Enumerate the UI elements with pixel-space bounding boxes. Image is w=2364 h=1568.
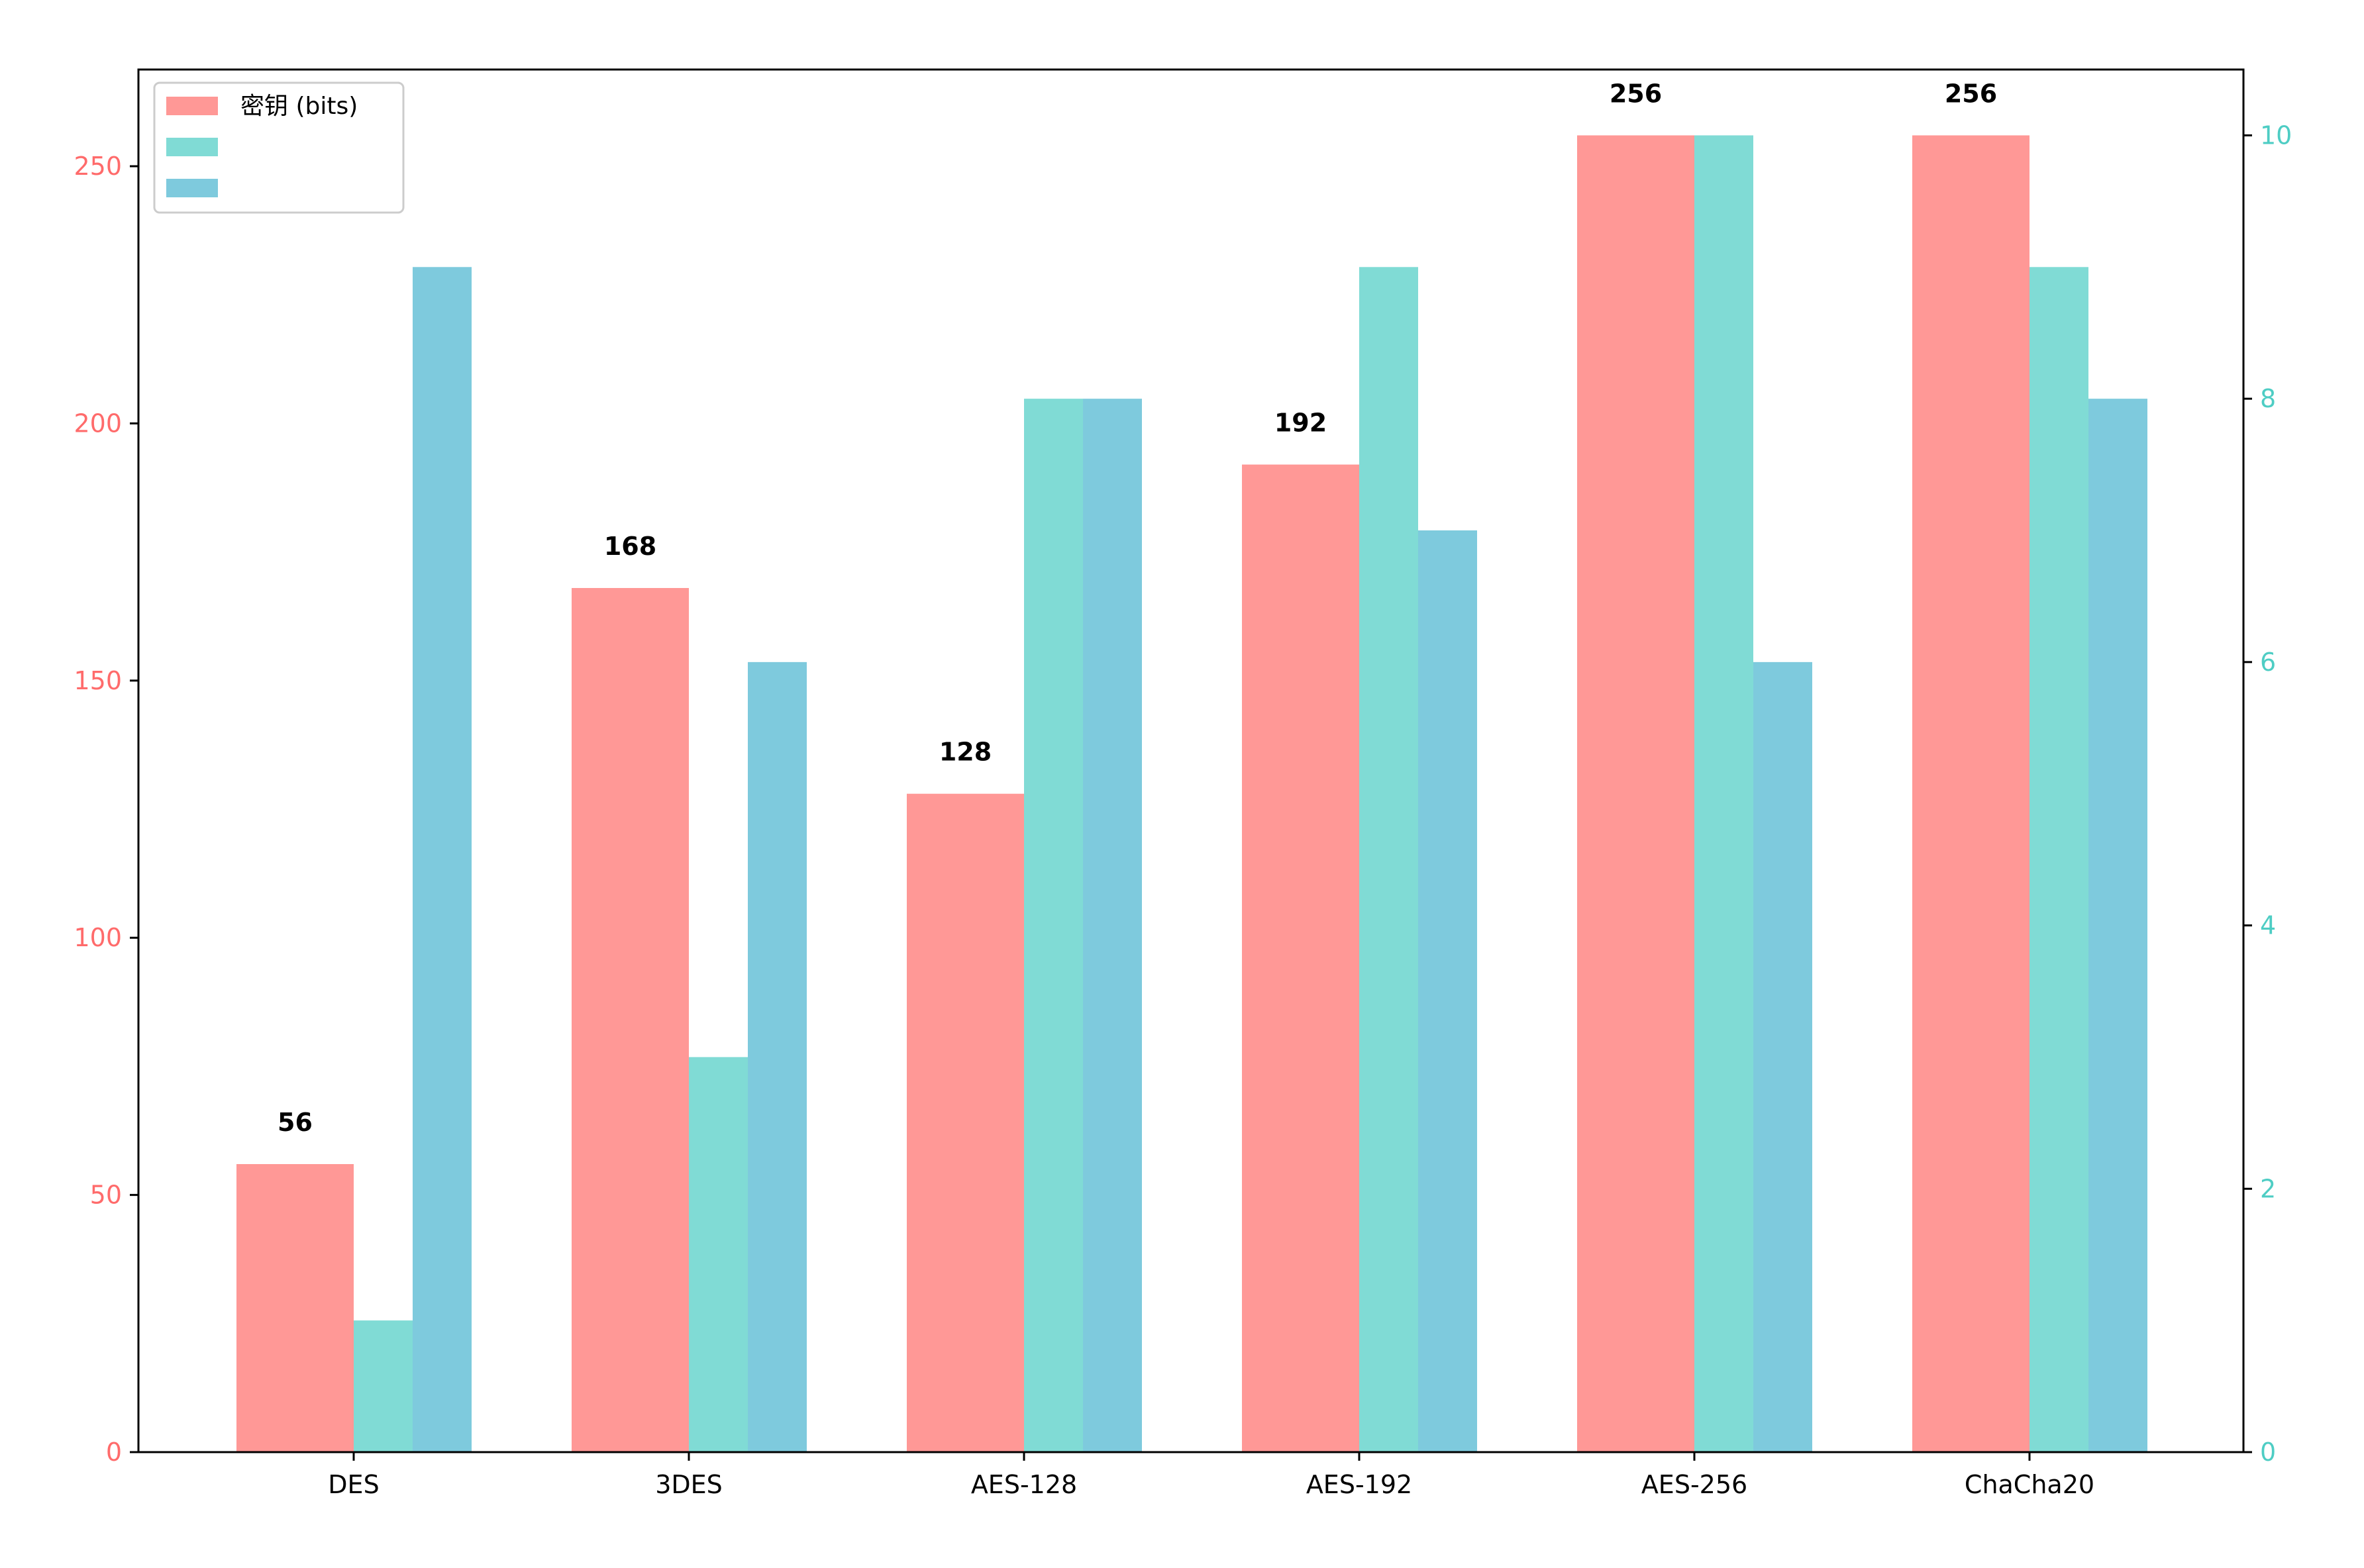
y-left-tick-label: 100 <box>74 923 122 952</box>
bar-series1-3des <box>572 588 689 1452</box>
bar-series2-des <box>354 1320 413 1452</box>
data-labels-layer: 56 168 128 192 256 256 <box>278 79 1997 1137</box>
bar-series3-3des <box>748 662 807 1452</box>
legend-swatch-series2 <box>166 138 218 156</box>
bar-series2-aes-192 <box>1359 267 1418 1453</box>
y-left-tick-label: 150 <box>74 666 122 695</box>
legend-swatch-series1 <box>166 97 218 115</box>
bar-series2-aes-128 <box>1024 399 1083 1453</box>
data-label-3des: 168 <box>604 532 656 561</box>
data-label-aes-256: 256 <box>1610 79 1662 108</box>
bar-series3-aes-128 <box>1083 399 1142 1453</box>
bar-series3-des <box>413 267 472 1453</box>
bars-layer <box>236 135 2147 1453</box>
y-left-tick-label: 50 <box>90 1181 122 1210</box>
legend-swatch-series3 <box>166 179 218 197</box>
y-right-tick-label: 10 <box>2260 121 2292 150</box>
x-tick-label-des: DES <box>328 1470 379 1499</box>
y-right-tick-label: 2 <box>2260 1174 2276 1203</box>
bar-series2-aes-256 <box>1694 135 1753 1452</box>
bar-series1-chacha20 <box>1912 135 2030 1452</box>
plot-frame <box>137 68 2245 1453</box>
data-label-chacha20: 256 <box>1945 79 1997 108</box>
x-tick-label-aes-256: AES-256 <box>1641 1470 1747 1499</box>
bar-series3-aes-256 <box>1753 662 1812 1452</box>
legend-label-series1: 密钥 (bits) <box>240 93 358 120</box>
data-label-aes-192: 192 <box>1274 409 1327 438</box>
y-right-tick-label: 8 <box>2260 384 2276 413</box>
bar-series1-aes-256 <box>1577 135 1694 1452</box>
y-right-tick-label: 0 <box>2260 1438 2276 1467</box>
bar-series1-aes-192 <box>1242 464 1359 1452</box>
data-label-aes-128: 128 <box>939 738 992 767</box>
y-left-tick-label: 200 <box>74 409 122 438</box>
y-right-tick-label: 6 <box>2260 648 2276 677</box>
x-tick-label-3des: 3DES <box>655 1470 723 1499</box>
y-left-tick-label: 250 <box>74 152 122 181</box>
bar-series1-des <box>236 1164 354 1452</box>
x-tick-label-chacha20: ChaCha20 <box>1965 1470 2094 1499</box>
bar-series2-3des <box>689 1057 748 1452</box>
bar-series3-chacha20 <box>2088 399 2147 1453</box>
y-left-tick-label: 0 <box>106 1438 122 1467</box>
y-right-tick-label: 4 <box>2260 911 2276 940</box>
x-tick-label-aes-192: AES-192 <box>1306 1470 1412 1499</box>
bar-series2-chacha20 <box>2030 267 2088 1453</box>
legend: 密钥 (bits) <box>153 81 405 214</box>
bar-series1-aes-128 <box>907 793 1024 1452</box>
data-label-des: 56 <box>278 1108 313 1137</box>
axes-layer: DES 3DES AES-128 AES-192 AES-256 ChaCha20 0 50 1… <box>74 121 2292 1499</box>
x-tick-label-aes-128: AES-128 <box>971 1470 1077 1499</box>
bar-series3-aes-192 <box>1418 530 1477 1452</box>
